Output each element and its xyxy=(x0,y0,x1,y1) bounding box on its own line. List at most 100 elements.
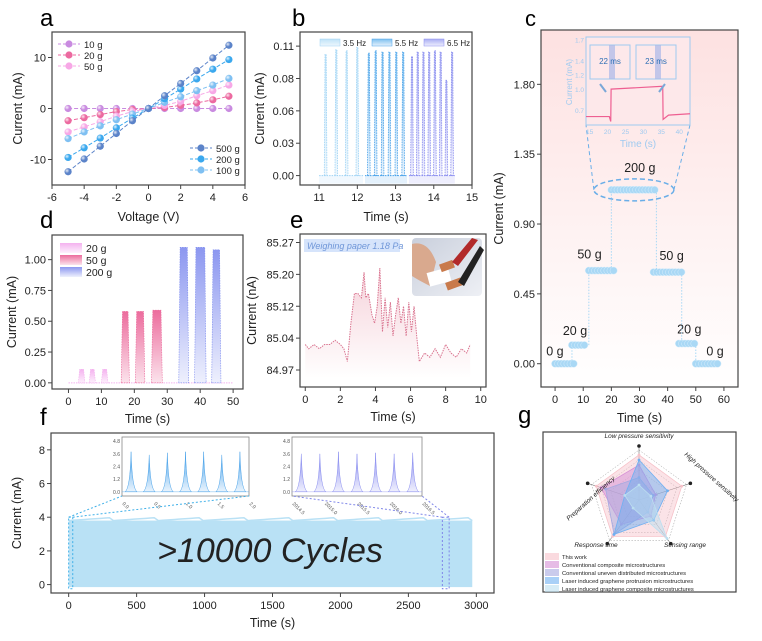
step-label: 50 g xyxy=(577,248,601,262)
x-tick-label: 0 xyxy=(302,394,308,406)
panel-label-b: b xyxy=(292,5,305,32)
x-tick-label: 40 xyxy=(662,394,674,406)
y-tick-label: 0 xyxy=(39,580,45,592)
data-point-highlight xyxy=(64,104,72,113)
radar-point xyxy=(637,458,641,462)
legend-label: This work xyxy=(562,555,587,561)
data-point-highlight xyxy=(193,87,201,95)
pulse xyxy=(120,311,130,384)
inset-peak xyxy=(368,452,383,493)
inset-x-tick-label: 25 xyxy=(622,129,630,136)
data-point-highlight xyxy=(193,104,201,113)
x-tick-label: 1000 xyxy=(192,600,216,612)
legend-label: 200 g xyxy=(216,155,240,166)
radar-axis-arrow xyxy=(585,481,590,486)
response-time-label: 22 ms xyxy=(599,57,621,66)
data-point-highlight xyxy=(177,93,185,101)
panel-label-f: f xyxy=(40,404,47,431)
x-tick-label: 40 xyxy=(194,396,206,408)
data-point-highlight xyxy=(112,129,120,138)
data-point-highlight xyxy=(128,117,137,125)
inset-y-tick-label: 3.6 xyxy=(113,452,120,458)
inset-peak xyxy=(405,452,420,493)
peak xyxy=(410,56,414,176)
legend-label: 3.5 Hz xyxy=(343,39,366,48)
y-tick-label: 0.03 xyxy=(273,138,294,150)
series-500g xyxy=(64,41,233,176)
x-tick-label: 2 xyxy=(178,192,184,204)
y-tick-label: 0.00 xyxy=(273,171,294,183)
radar-axis-label: Low pressure sensitivity xyxy=(605,433,675,440)
series-50g xyxy=(120,309,163,384)
data-point-highlight xyxy=(96,104,104,113)
inset-0: 0.0 1.2 2.4 3.6 4.8 0.0 0.5 1.0 1.5 2.0 xyxy=(113,436,257,510)
legend-label: Conventional composite microstructures xyxy=(562,563,665,569)
peak xyxy=(415,51,420,176)
pulse xyxy=(78,368,86,384)
step-label: 20 g xyxy=(677,323,701,337)
inset-y-tick-label: 0.0 xyxy=(113,490,120,496)
y-tick-label: 1.80 xyxy=(514,79,535,91)
y-tick-label: 85.20 xyxy=(266,269,294,281)
x-axis-label: Time (s) xyxy=(370,410,415,424)
peak xyxy=(380,51,385,176)
legend-marker xyxy=(65,51,73,59)
data-point-highlight xyxy=(80,128,88,136)
panel-label-g: g xyxy=(518,402,531,429)
radar-point xyxy=(604,487,608,491)
step-label: 0 g xyxy=(546,345,563,359)
data-point-highlight xyxy=(80,144,88,152)
radar-point xyxy=(623,493,627,497)
inset-x-tick-label: 30 xyxy=(640,129,648,136)
inset-y-tick-label: 4.8 xyxy=(113,439,120,445)
inset-y-tick-label: 1.2 xyxy=(283,477,290,483)
inset-x-tick-label: 0.0 xyxy=(121,501,130,510)
step-label: 0 g xyxy=(706,345,723,359)
annotation-background xyxy=(304,239,400,252)
data-point-highlight xyxy=(225,41,233,49)
cycles-annotation: >10000 Cycles xyxy=(157,532,383,570)
y-axis-label: Current (mA) xyxy=(253,72,267,144)
inset-y-tick-label: 0.0 xyxy=(283,490,290,496)
inset-peak xyxy=(331,451,346,493)
inset-y-tick-label: 1.2 xyxy=(575,73,584,80)
radar-point xyxy=(637,453,641,457)
data-point-highlight xyxy=(209,81,217,89)
inset-peak xyxy=(124,451,138,493)
pulse xyxy=(194,247,207,384)
radar-grid xyxy=(591,449,687,541)
black-clip xyxy=(458,246,484,286)
inset-y-tick-label: 1.7 xyxy=(575,38,584,45)
y-tick-label: 1.35 xyxy=(514,149,535,161)
inset-x-tick-label: 0.5 xyxy=(152,501,161,510)
pulse xyxy=(211,249,222,384)
y-tick-label: 85.12 xyxy=(266,301,294,313)
zoom-connector xyxy=(421,495,450,518)
data-point xyxy=(569,359,578,368)
data-point xyxy=(650,186,659,194)
data-point-highlight xyxy=(96,122,104,130)
data-point-highlight xyxy=(80,155,88,163)
arrow xyxy=(599,83,607,93)
data-point-highlight xyxy=(112,116,120,124)
data-point-highlight xyxy=(209,96,217,104)
y-tick-label: 2 xyxy=(39,546,45,558)
inset-x-tick-label: 2016.0 xyxy=(388,501,403,516)
legend-marker xyxy=(197,144,205,152)
x-tick-label: 0 xyxy=(66,600,72,612)
baseline-band xyxy=(319,175,364,184)
data-point-highlight xyxy=(225,74,233,83)
x-tick-label: 6 xyxy=(407,394,413,406)
paper xyxy=(426,267,452,287)
peak xyxy=(401,51,405,176)
y-tick-label: 0.90 xyxy=(514,219,535,231)
x-tick-label: 50 xyxy=(227,396,239,408)
data-point-highlight xyxy=(80,123,88,131)
data-point xyxy=(690,339,699,348)
peak xyxy=(367,52,371,176)
zoom-connector xyxy=(585,124,595,190)
legend-swatch xyxy=(545,577,559,584)
baseline-band xyxy=(408,175,455,184)
legend-label: 6.5 Hz xyxy=(447,39,470,48)
